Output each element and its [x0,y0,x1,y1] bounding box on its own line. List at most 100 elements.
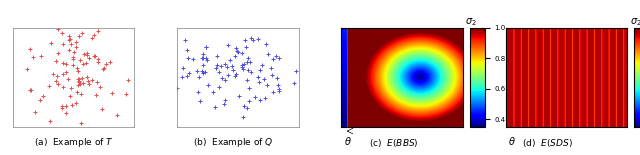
Point [209,91,219,94]
Point [68,50,79,53]
Point [227,65,237,68]
Point [98,68,108,70]
Point [86,37,97,39]
Point [61,70,71,73]
Point [260,43,271,45]
Point [91,93,101,96]
Point [230,55,240,58]
Point [73,83,83,86]
Point [216,65,227,68]
Text: $\theta$: $\theta$ [508,135,516,147]
Point [203,84,213,86]
Point [223,73,233,76]
Point [246,71,257,73]
Point [225,59,236,62]
Point [63,49,74,52]
Point [78,82,88,84]
Point [266,66,276,69]
Point [64,39,74,41]
Point [237,116,248,119]
Text: $\sigma_2$: $\sigma_2$ [630,16,640,28]
Point [22,68,32,70]
Point [223,44,234,46]
Point [253,38,263,40]
Point [28,55,38,58]
Point [274,90,284,92]
Point [88,34,99,36]
Point [58,73,68,75]
Point [212,55,222,57]
Point [82,51,92,54]
Point [57,31,67,34]
Point [220,79,230,82]
Point [35,55,45,58]
Text: $\theta$: $\theta$ [344,135,351,147]
Point [82,76,92,78]
Point [73,78,83,80]
Point [61,105,71,107]
Point [99,66,109,69]
Point [67,103,77,106]
Point [121,92,131,95]
Point [198,72,208,75]
Point [97,108,108,110]
Text: (b)  Example of $Q$: (b) Example of $Q$ [193,136,274,149]
Point [228,69,238,72]
Point [291,70,301,72]
Point [197,57,207,60]
Point [221,66,232,69]
Point [255,68,266,71]
Point [77,31,88,34]
Point [250,96,260,98]
Text: (c)  $E(BBS)$: (c) $E(BBS)$ [369,137,419,149]
Point [193,91,204,93]
Point [45,41,56,44]
Point [93,61,103,63]
Point [53,52,63,54]
Point [198,53,209,55]
Point [255,98,266,101]
Point [220,99,230,101]
Point [75,59,85,61]
Point [82,53,92,56]
Point [268,58,278,60]
Point [220,63,230,65]
Point [197,64,207,66]
Point [145,73,155,75]
Point [262,84,272,86]
Point [73,70,83,72]
Point [68,56,78,59]
Point [93,58,104,60]
Point [66,43,76,46]
Point [164,35,174,38]
Point [198,56,209,59]
Point [52,28,63,31]
Point [64,23,74,26]
Point [232,51,243,54]
Point [67,140,77,142]
Point [74,35,84,37]
Point [63,22,73,24]
Point [112,114,122,116]
Point [65,38,76,40]
Point [275,56,285,59]
Point [212,64,222,66]
Point [84,83,94,85]
Point [76,83,86,85]
Point [244,61,255,63]
Point [194,75,204,78]
Point [122,79,132,82]
Point [72,90,82,93]
Point [74,78,84,80]
Point [25,48,35,51]
Text: (d)  $E(SDS)$: (d) $E(SDS)$ [522,137,573,149]
Point [58,62,68,64]
Point [274,88,284,90]
Point [260,97,270,100]
Point [179,39,189,41]
Point [51,80,61,83]
Point [243,57,253,59]
Point [101,63,111,66]
Point [237,52,247,54]
Point [196,70,207,72]
